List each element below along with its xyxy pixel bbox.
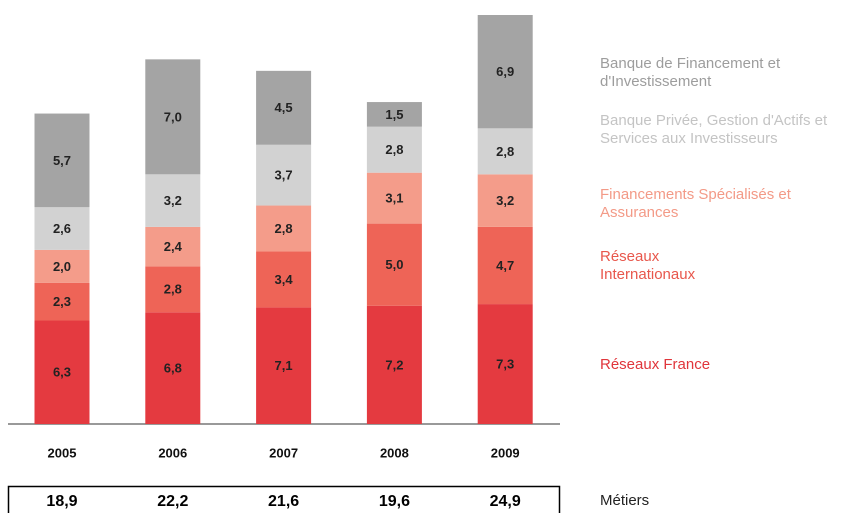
segment-label: 5,7 [53, 153, 71, 168]
segment-label: 2,8 [164, 282, 182, 297]
bar-segment [366, 126, 422, 173]
bar-segment [145, 266, 201, 313]
bar-segment [145, 312, 201, 424]
segment-label: 6,9 [496, 64, 514, 79]
totals-box [7, 485, 561, 513]
segment-label: 3,1 [385, 191, 403, 206]
segment-label: 6,8 [164, 361, 182, 376]
segment-label: 7,3 [496, 356, 514, 371]
total-label: 22,2 [157, 493, 188, 510]
bar-segment [256, 205, 312, 252]
segment-label: 4,7 [496, 258, 514, 273]
bar-segment [34, 249, 90, 283]
bar-segment [34, 282, 90, 321]
bar-segment [366, 172, 422, 224]
bar-segment [477, 226, 533, 305]
x-tick-label: 2006 [158, 445, 187, 460]
bar-segment [256, 307, 312, 424]
segment-label: 2,8 [385, 142, 403, 157]
total-label: 21,6 [268, 493, 299, 510]
segment-label: 7,2 [385, 357, 403, 372]
legend-entry: Banque de Financement et d'Investissemen… [600, 55, 781, 90]
bar-segment [256, 144, 312, 206]
segment-label: 3,4 [275, 272, 294, 287]
bar-segment [34, 113, 90, 208]
bar-segment [256, 70, 312, 145]
bar-segment [366, 305, 422, 424]
total-label: 24,9 [490, 493, 521, 510]
bar-segment [477, 15, 533, 129]
bar-segment [477, 128, 533, 175]
x-tick-label: 2009 [491, 445, 520, 460]
x-tick-label: 2007 [269, 445, 298, 460]
bar-segment [477, 304, 533, 424]
segment-label: 4,5 [275, 100, 293, 115]
legend-entry: Financements Spécialisés et Assurances [600, 186, 791, 221]
x-tick-label: 2008 [380, 445, 409, 460]
x-tick-label: 2005 [48, 445, 77, 460]
bar-segment [34, 320, 90, 424]
segment-label: 2,8 [275, 221, 293, 236]
bar-segment [145, 174, 201, 227]
legend-entry: Réseaux France [600, 356, 711, 373]
bar-segment [477, 174, 533, 227]
bar-segment [145, 226, 201, 267]
segment-label: 2,8 [496, 144, 514, 159]
segment-label: 3,2 [164, 193, 182, 208]
bar-segment [145, 59, 201, 175]
segment-label: 2,3 [53, 294, 71, 309]
totals-label: Métiers [600, 492, 649, 509]
segment-label: 7,0 [164, 109, 182, 124]
segment-label: 6,3 [53, 365, 71, 380]
segment-label: 2,6 [53, 221, 71, 236]
legend-entry: Banque Privée, Gestion d'Actifs et Servi… [600, 112, 828, 147]
segment-label: 1,5 [385, 107, 403, 122]
total-label: 19,6 [379, 493, 410, 510]
segment-label: 2,0 [53, 259, 71, 274]
legend-entry: Réseaux Internationaux [600, 248, 696, 283]
segment-label: 3,2 [496, 193, 514, 208]
total-label: 18,9 [46, 493, 77, 510]
bar-segment [366, 102, 422, 127]
bar-segment [34, 207, 90, 250]
segment-label: 7,1 [275, 358, 293, 373]
segment-label: 3,7 [275, 168, 293, 183]
bar-segment [366, 223, 422, 306]
bar-segment [256, 251, 312, 308]
segment-label: 2,4 [164, 239, 183, 254]
segment-label: 5,0 [385, 257, 403, 272]
